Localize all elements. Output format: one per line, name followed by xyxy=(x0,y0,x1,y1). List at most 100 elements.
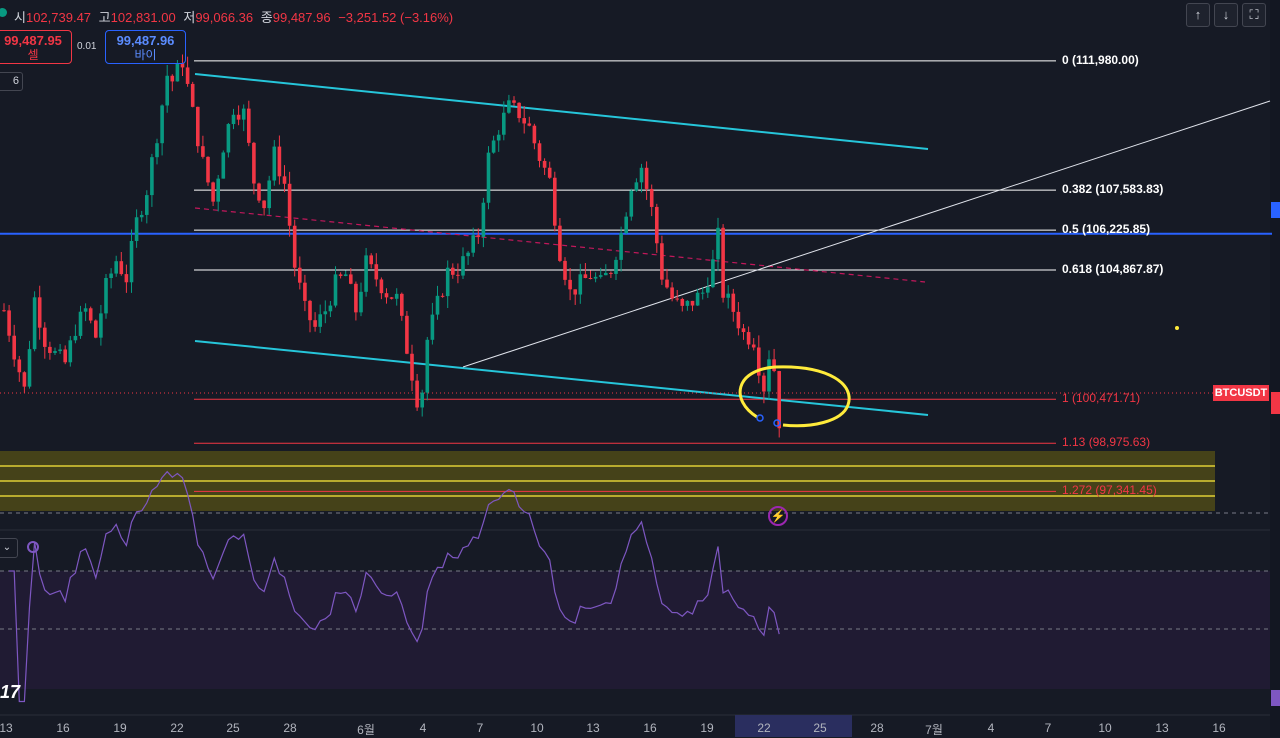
buy-price: 99,487.96 xyxy=(116,33,175,48)
candle-body xyxy=(22,372,27,387)
sell-price: 99,487.95 xyxy=(4,33,62,48)
candle-body xyxy=(338,274,343,276)
candle-body xyxy=(313,320,317,327)
candle-body xyxy=(277,146,282,177)
open-value: 102,739.47 xyxy=(25,10,92,25)
candle-body xyxy=(476,235,481,237)
candle-body xyxy=(471,235,475,253)
x-tick-label: 4 xyxy=(419,721,427,735)
candle-body xyxy=(410,353,414,381)
candle-body xyxy=(394,293,399,299)
candle-body xyxy=(517,102,521,119)
candle-body xyxy=(777,371,781,429)
candle-body xyxy=(405,315,409,354)
x-tick-label: 28 xyxy=(870,721,884,735)
x-tick-label: 7월 xyxy=(925,723,943,737)
candle-body xyxy=(333,274,338,306)
candle-body xyxy=(604,272,608,276)
x-axis-highlight xyxy=(735,715,852,737)
x-tick-label: 25 xyxy=(813,721,827,735)
candle-body xyxy=(282,176,287,184)
candle-body xyxy=(83,308,88,312)
indicator-count-toggle[interactable]: 6 xyxy=(0,72,23,91)
candle-body xyxy=(160,105,164,144)
rsi-collapse-toggle[interactable]: ⌄ xyxy=(0,538,18,558)
candle-body xyxy=(58,349,62,352)
move-down-button[interactable]: ↓ xyxy=(1214,3,1238,27)
move-up-button[interactable]: ↑ xyxy=(1186,3,1210,27)
candle-body xyxy=(660,243,664,280)
chevron-down-icon: ⌄ xyxy=(2,542,12,553)
candle-body xyxy=(400,293,404,316)
sell-button[interactable]: 99,487.95 셀 xyxy=(0,30,72,64)
candle-body xyxy=(78,311,83,336)
candle-body xyxy=(53,351,57,353)
candle-body xyxy=(507,100,511,113)
x-tick-label: 10 xyxy=(530,721,544,735)
candle-body xyxy=(12,335,16,360)
candle-body xyxy=(43,327,47,347)
x-tick-label: 6월 xyxy=(357,723,375,737)
candle-body xyxy=(73,335,78,341)
lightning-icon[interactable]: ⚡ xyxy=(768,506,788,526)
candle-body xyxy=(757,347,761,376)
candle-body xyxy=(685,300,690,306)
candle-body xyxy=(165,75,169,106)
candle-body xyxy=(262,200,266,209)
tradingview-logo: 17 xyxy=(0,682,21,702)
candle-body xyxy=(624,216,628,234)
x-tick-label: 19 xyxy=(700,721,714,735)
candle-body xyxy=(578,274,583,295)
change-value: −3,251.52 (−3.16%) xyxy=(338,10,454,25)
fullscreen-button[interactable]: ⛶ xyxy=(1242,3,1266,27)
x-tick-label: 28 xyxy=(283,721,297,735)
candle-body xyxy=(700,292,705,294)
candle-body xyxy=(257,183,261,201)
candle-body xyxy=(236,114,241,120)
x-tick-label: 13 xyxy=(586,721,600,735)
candle-body xyxy=(374,264,379,280)
candle-body xyxy=(201,146,205,157)
candle-body xyxy=(354,283,358,313)
candle-body xyxy=(502,112,506,135)
yellow-dot xyxy=(1175,326,1179,330)
x-tick-label: 7 xyxy=(1044,721,1052,735)
candle-body xyxy=(767,359,771,392)
highlight-circle xyxy=(738,365,851,428)
candle-body xyxy=(675,298,679,300)
candle-body xyxy=(721,227,725,298)
x-tick-label: 22 xyxy=(757,721,771,735)
candle-body xyxy=(751,344,756,348)
candle-body xyxy=(292,225,297,268)
candle-body xyxy=(690,300,695,306)
header-bar: 시102,739.47 고102,831.00 저99,066.36 종99,4… xyxy=(0,0,1280,28)
candle-body xyxy=(364,255,368,292)
candle-body xyxy=(88,308,93,321)
high-label: 고 xyxy=(98,10,111,25)
rsi-settings-icon[interactable] xyxy=(27,541,39,553)
candle-body xyxy=(614,259,618,274)
marker-dot xyxy=(756,414,764,422)
candle-body xyxy=(63,349,67,363)
candle-body xyxy=(456,274,460,276)
candle-body xyxy=(435,295,440,315)
candle-body xyxy=(7,310,11,336)
fib-label-1.13: 1.13 (98,975.63) xyxy=(1062,435,1151,450)
candle-body xyxy=(680,298,685,306)
candle-body xyxy=(588,278,593,280)
candle-body xyxy=(598,275,603,277)
candle-body xyxy=(746,332,751,345)
candle-body xyxy=(741,328,746,333)
ascending-trendline xyxy=(462,100,1271,368)
candle-body xyxy=(196,106,200,147)
candle-body xyxy=(649,188,654,207)
candle-body xyxy=(185,67,190,84)
candle-body xyxy=(328,305,333,312)
candle-body xyxy=(731,293,736,312)
candle-body xyxy=(573,289,577,295)
fib-label-0.5: 0.5 (106,225.85) xyxy=(1062,222,1151,237)
candle-body xyxy=(726,293,730,298)
buy-button[interactable]: 99,487.96 바이 xyxy=(105,30,186,64)
